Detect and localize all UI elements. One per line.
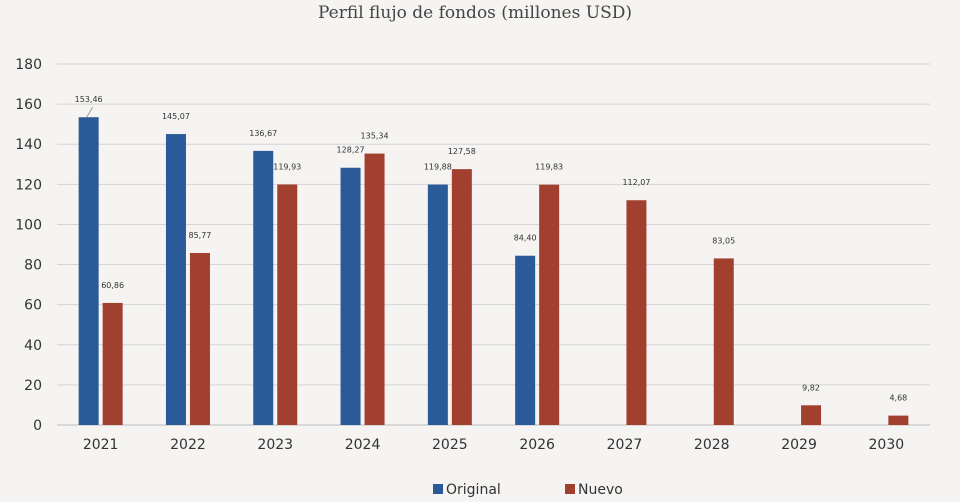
- x-tick-label: 2022: [170, 437, 206, 453]
- data-label: 135,34: [361, 132, 389, 141]
- data-label: 60,86: [101, 281, 124, 290]
- y-tick-label: 120: [15, 177, 42, 193]
- axes: 0 20 40 60 80 100 120 140 160 180 2021 2022 2023 2024…: [15, 57, 904, 453]
- data-label: 119,83: [535, 163, 563, 172]
- data-label: 119,93: [273, 162, 301, 171]
- x-tick-label: 2021: [83, 437, 119, 453]
- data-label: 112,07: [622, 178, 650, 187]
- x-tick-label: 2026: [519, 437, 555, 453]
- data-label-leader-line: [86, 107, 93, 118]
- x-tick-label: 2023: [257, 437, 293, 453]
- y-tick-label: 40: [24, 338, 42, 354]
- data-label: 153,46: [75, 95, 103, 104]
- bar-nuevo: [713, 258, 734, 425]
- bar-nuevo: [277, 184, 298, 425]
- y-tick-label: 100: [15, 217, 42, 233]
- bar-nuevo: [801, 405, 822, 425]
- data-label: 84,40: [514, 234, 537, 243]
- data-label: 127,58: [448, 147, 476, 156]
- x-tick-label: 2024: [345, 437, 381, 453]
- data-labels: 153,46 145,07 136,67 128,27 119,88 84,40 60,86…: [75, 95, 908, 402]
- y-tick-label: 140: [15, 137, 42, 153]
- bar-nuevo: [102, 302, 123, 425]
- chart-title: Perfil flujo de fondos (millones USD): [318, 3, 632, 23]
- bar-nuevo: [364, 153, 385, 425]
- legend-label-original: Original: [446, 482, 501, 498]
- bar-original: [253, 150, 274, 425]
- bar-nuevo: [189, 252, 210, 425]
- legend-swatch-original: [433, 484, 443, 494]
- x-tick-label: 2027: [607, 437, 643, 453]
- bar-original: [427, 184, 448, 425]
- y-tick-label: 80: [24, 258, 42, 274]
- data-label: 136,67: [249, 129, 277, 138]
- data-label: 128,27: [337, 146, 365, 155]
- data-label: 4,68: [889, 394, 907, 403]
- bar-nuevo: [888, 415, 909, 425]
- y-tick-label: 160: [15, 97, 42, 113]
- bar-original: [515, 255, 536, 425]
- data-label: 9,82: [802, 383, 820, 392]
- bar-original: [78, 117, 99, 425]
- data-label: 119,88: [424, 163, 452, 172]
- y-tick-label: 60: [24, 298, 42, 314]
- bars: [78, 117, 909, 426]
- bar-original: [340, 167, 361, 426]
- y-tick-label: 20: [24, 378, 42, 394]
- bar-nuevo: [539, 184, 560, 425]
- legend-label-nuevo: Nuevo: [578, 482, 623, 498]
- y-tick-label: 0: [33, 418, 42, 434]
- y-tick-label: 180: [15, 57, 42, 73]
- bar-original: [165, 134, 186, 425]
- bar-nuevo: [626, 200, 647, 425]
- x-tick-label: 2028: [694, 437, 730, 453]
- x-tick-label: 2025: [432, 437, 468, 453]
- x-tick-label: 2030: [869, 437, 905, 453]
- x-tick-label: 2029: [781, 437, 817, 453]
- data-label: 145,07: [162, 112, 190, 121]
- data-label: 83,05: [712, 236, 735, 245]
- legend: Original Nuevo: [433, 482, 623, 498]
- bar-nuevo: [451, 169, 472, 425]
- legend-swatch-nuevo: [565, 484, 575, 494]
- data-label: 85,77: [188, 231, 211, 240]
